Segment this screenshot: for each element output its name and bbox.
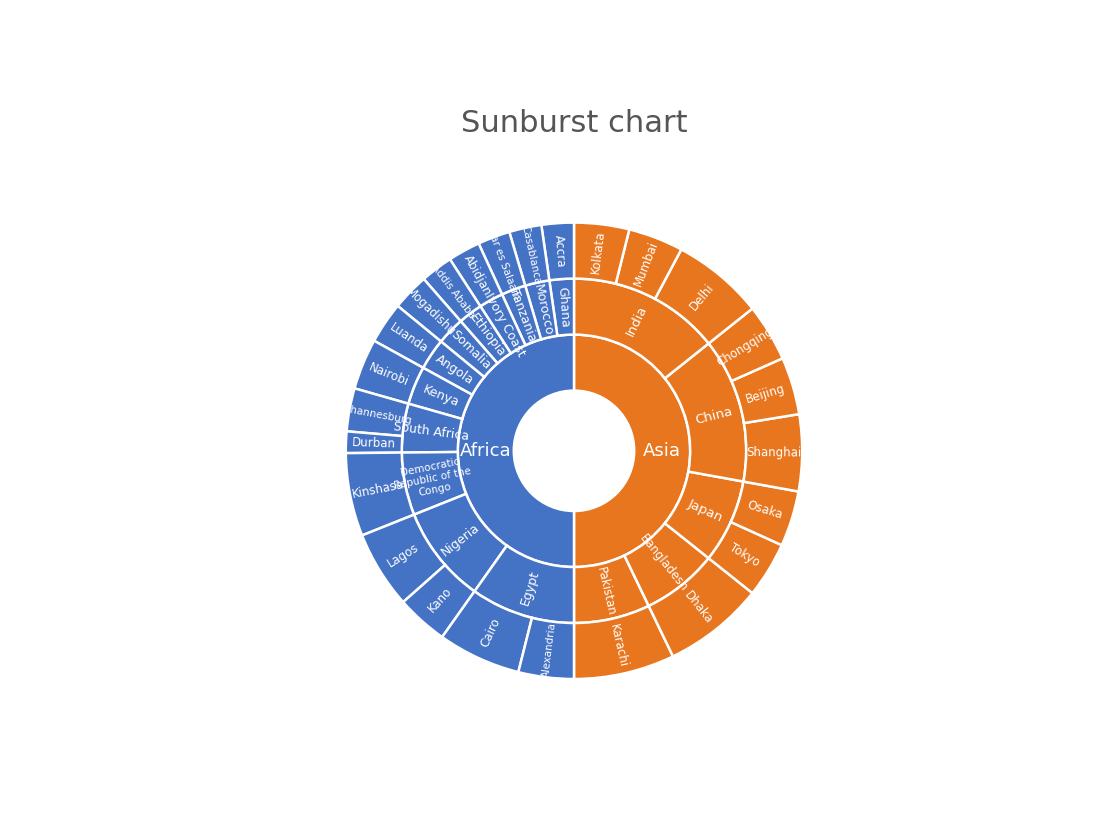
Text: Ethiopia: Ethiopia — [467, 312, 507, 360]
Text: Shanghai: Shanghai — [747, 446, 802, 459]
Text: Abidjan: Abidjan — [461, 253, 494, 298]
Wedge shape — [346, 453, 414, 535]
Text: Tanzania: Tanzania — [507, 288, 539, 344]
Text: Somalia: Somalia — [448, 328, 493, 373]
Wedge shape — [414, 494, 507, 591]
Wedge shape — [573, 606, 673, 679]
Text: Asia: Asia — [643, 442, 681, 459]
Wedge shape — [450, 244, 502, 307]
Text: Bangladesh: Bangladesh — [637, 533, 691, 595]
Wedge shape — [423, 260, 480, 321]
Text: Lagos: Lagos — [385, 541, 421, 570]
Text: Ghana: Ghana — [556, 286, 571, 328]
Wedge shape — [625, 523, 709, 606]
Wedge shape — [519, 617, 573, 679]
Text: Cairo: Cairo — [478, 616, 503, 649]
Text: Mogadishu: Mogadishu — [403, 285, 458, 339]
Wedge shape — [346, 388, 409, 436]
Wedge shape — [575, 223, 629, 284]
Wedge shape — [648, 558, 753, 656]
Wedge shape — [480, 294, 525, 354]
Text: Pakistan: Pakistan — [595, 566, 618, 617]
Text: Delhi: Delhi — [688, 281, 717, 312]
Wedge shape — [460, 307, 511, 364]
Wedge shape — [744, 414, 802, 491]
Text: Johannesburg: Johannesburg — [340, 403, 413, 426]
Text: Nairobi: Nairobi — [367, 360, 411, 389]
Text: Kolkata: Kolkata — [589, 230, 607, 275]
Text: Chongqing: Chongqing — [715, 325, 776, 369]
Wedge shape — [402, 452, 466, 515]
Text: Japan: Japan — [685, 496, 725, 524]
Wedge shape — [502, 286, 541, 345]
Text: Sunburst chart: Sunburst chart — [460, 109, 688, 139]
Wedge shape — [709, 522, 782, 593]
Text: Alexandria: Alexandria — [541, 621, 558, 678]
Wedge shape — [409, 368, 473, 419]
Wedge shape — [475, 546, 573, 623]
Wedge shape — [442, 591, 532, 672]
Wedge shape — [355, 341, 423, 404]
Text: Accra: Accra — [552, 234, 568, 268]
Text: Luanda: Luanda — [386, 321, 430, 356]
Text: Addis Ababa: Addis Ababa — [430, 262, 477, 320]
Wedge shape — [398, 279, 460, 342]
Wedge shape — [573, 555, 648, 623]
Wedge shape — [730, 481, 799, 545]
Wedge shape — [541, 223, 573, 281]
Text: Durban: Durban — [352, 436, 396, 450]
Text: Tokyo: Tokyo — [727, 541, 763, 570]
Wedge shape — [665, 471, 744, 558]
Text: Nigeria: Nigeria — [439, 521, 483, 559]
Wedge shape — [616, 229, 681, 299]
Text: Angola: Angola — [433, 353, 476, 387]
Wedge shape — [423, 342, 484, 395]
Text: Dhaka: Dhaka — [682, 589, 716, 626]
Wedge shape — [374, 306, 441, 368]
Wedge shape — [549, 279, 573, 336]
Wedge shape — [573, 334, 690, 567]
Wedge shape — [665, 344, 746, 481]
Wedge shape — [655, 249, 753, 344]
Wedge shape — [458, 334, 573, 567]
Text: Kinshasa: Kinshasa — [351, 478, 404, 501]
Text: China: China — [693, 405, 734, 427]
Wedge shape — [575, 279, 709, 378]
Text: Dar es Salaam: Dar es Salaam — [486, 226, 522, 301]
Text: South Africa: South Africa — [392, 420, 469, 444]
Text: Kano: Kano — [426, 585, 455, 615]
Text: Morocco: Morocco — [531, 283, 556, 337]
Text: Casablanca: Casablanca — [520, 224, 542, 286]
Text: Egypt: Egypt — [519, 569, 542, 607]
Text: India: India — [624, 303, 650, 339]
Text: Kenya: Kenya — [420, 383, 460, 409]
Wedge shape — [346, 431, 402, 453]
Wedge shape — [510, 225, 549, 286]
Wedge shape — [362, 515, 445, 602]
Text: Ivory Coast: Ivory Coast — [482, 291, 528, 359]
Wedge shape — [525, 281, 558, 339]
Text: Mumbai: Mumbai — [632, 239, 661, 288]
Text: Democratic
Republic of the
Congo: Democratic Republic of the Congo — [391, 455, 474, 502]
Wedge shape — [402, 404, 463, 453]
Wedge shape — [709, 308, 783, 381]
Text: Beijing: Beijing — [745, 381, 787, 406]
Wedge shape — [731, 359, 800, 423]
Text: Osaka: Osaka — [746, 499, 784, 522]
Text: Karachi: Karachi — [607, 623, 629, 669]
Wedge shape — [478, 232, 525, 294]
Wedge shape — [403, 565, 475, 637]
Wedge shape — [441, 321, 497, 377]
Text: Africa: Africa — [460, 442, 512, 459]
